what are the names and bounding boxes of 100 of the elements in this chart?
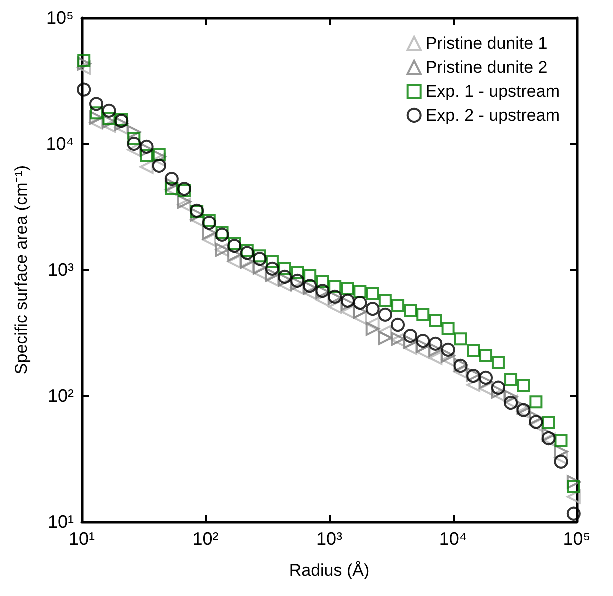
point: [566, 490, 581, 504]
point: [491, 380, 506, 395]
point: [441, 342, 456, 357]
point: [516, 400, 531, 415]
point: [441, 348, 456, 363]
point: [479, 382, 494, 396]
point: [290, 277, 305, 292]
point: [303, 286, 318, 300]
point: [290, 281, 305, 296]
point: [479, 375, 494, 390]
point: [202, 226, 216, 240]
point: [202, 233, 216, 248]
point: [416, 334, 430, 348]
point: [240, 244, 254, 258]
point: [428, 336, 443, 351]
point: [253, 250, 266, 263]
point: [102, 114, 116, 129]
point: [291, 266, 304, 280]
point: [77, 56, 92, 71]
point: [340, 294, 355, 308]
point: [428, 342, 443, 357]
point: [416, 339, 430, 354]
point: [328, 280, 342, 294]
point: [90, 97, 104, 112]
point: [127, 143, 142, 158]
point: [77, 61, 92, 76]
point: [265, 273, 280, 287]
y-tick-label: 10³: [48, 260, 74, 280]
point: [316, 292, 330, 307]
point: [454, 332, 468, 346]
x-tick-label: 10³: [316, 529, 343, 549]
y-axis-title: Specific surface area (cm⁻¹): [12, 165, 31, 375]
point: [278, 262, 292, 276]
point: [466, 378, 481, 392]
point: [114, 120, 129, 135]
point: [228, 254, 242, 269]
x-tick-label: 10¹: [68, 529, 96, 549]
point: [228, 239, 242, 254]
point: [392, 299, 405, 312]
point: [353, 296, 368, 310]
x-axis-title: Radius (Å): [289, 561, 370, 580]
point: [479, 370, 494, 385]
point: [529, 415, 544, 430]
point: [480, 349, 493, 362]
point: [566, 475, 581, 490]
point: [228, 248, 242, 262]
point: [366, 322, 380, 336]
point: [467, 344, 480, 358]
point: [404, 335, 418, 350]
point: [328, 300, 342, 314]
point: [366, 317, 380, 332]
point: [340, 297, 355, 312]
point: [90, 110, 104, 125]
point: [278, 273, 292, 287]
point: [90, 106, 104, 120]
x-tick-label: 10⁵: [563, 529, 591, 549]
point: [491, 388, 506, 402]
point: [140, 160, 154, 174]
point: [278, 270, 292, 284]
point: [454, 365, 468, 380]
point: [391, 318, 406, 332]
point: [492, 356, 505, 370]
point: [177, 198, 192, 212]
point: [252, 266, 267, 280]
point: [190, 213, 204, 228]
point: [140, 143, 154, 158]
point: [102, 104, 116, 118]
point: [404, 329, 418, 344]
point: [429, 314, 442, 328]
y-tick-label: 10²: [48, 386, 74, 406]
point: [441, 353, 456, 368]
point: [416, 308, 430, 322]
point: [190, 208, 204, 222]
point: [530, 396, 543, 409]
point: [378, 308, 392, 322]
point: [164, 178, 179, 192]
point: [378, 331, 392, 346]
point: [554, 444, 568, 459]
point: [353, 305, 368, 320]
point: [265, 262, 280, 276]
point: [428, 351, 443, 366]
point: [152, 159, 166, 173]
point: [341, 282, 354, 296]
point: [567, 480, 580, 494]
point: [228, 237, 242, 250]
point: [114, 117, 129, 132]
point: [215, 228, 230, 242]
point: [354, 285, 367, 298]
legend-label: Pristine dunite 1: [426, 34, 548, 53]
point: [290, 274, 305, 288]
point: [164, 172, 179, 186]
point: [152, 153, 166, 168]
point: [491, 384, 506, 399]
legend-label: Exp. 2 - upstream: [426, 106, 560, 125]
point: [378, 294, 392, 308]
point: [517, 380, 530, 393]
legend-label: Exp. 1 - upstream: [426, 82, 560, 101]
point: [177, 194, 192, 209]
point: [442, 322, 455, 336]
point: [366, 287, 380, 300]
